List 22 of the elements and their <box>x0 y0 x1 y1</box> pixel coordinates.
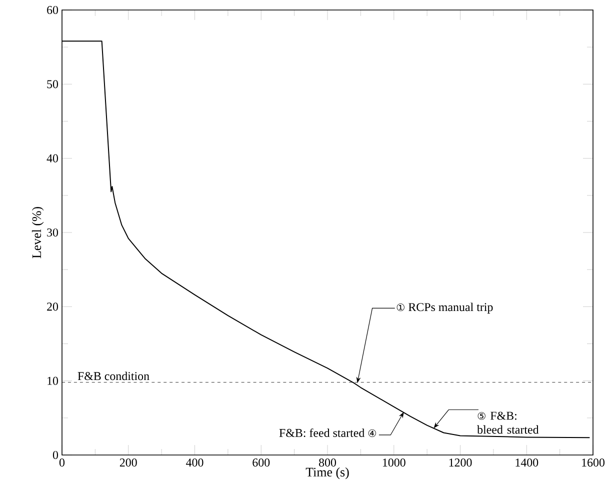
y-tick-label: 0 <box>52 450 58 460</box>
ref-line-label: F&B condition <box>78 372 150 380</box>
y-tick-label: 10 <box>48 376 58 385</box>
x-tick-label: 200 <box>120 458 137 467</box>
x-tick-label: 1400 <box>516 458 538 467</box>
y-tick-label: 30 <box>47 228 58 237</box>
y-tick-label: 40 <box>46 154 58 162</box>
y-tick-label: 50 <box>47 80 58 88</box>
x-tick-label: 1200 <box>449 458 472 467</box>
y-tick-label: 20 <box>47 302 58 311</box>
annotation: ⑤ F&B: bleed started <box>477 412 539 434</box>
y-tick-label: 60 <box>47 6 58 14</box>
annotation: ① RCPs manual trip <box>396 302 493 314</box>
x-tick-label: 800 <box>318 458 336 467</box>
x-tick-label: 1000 <box>382 458 406 467</box>
x-tick-label: 400 <box>186 458 204 467</box>
y-axis-title: Level (%) <box>32 206 44 258</box>
x-tick-label: 600 <box>252 458 270 467</box>
x-axis-title: Time (s) <box>306 467 349 480</box>
x-tick-label: 1600 <box>582 458 604 467</box>
x-tick-label: 0 <box>59 458 65 467</box>
annotation: F&B: feed started ④ <box>279 428 376 438</box>
